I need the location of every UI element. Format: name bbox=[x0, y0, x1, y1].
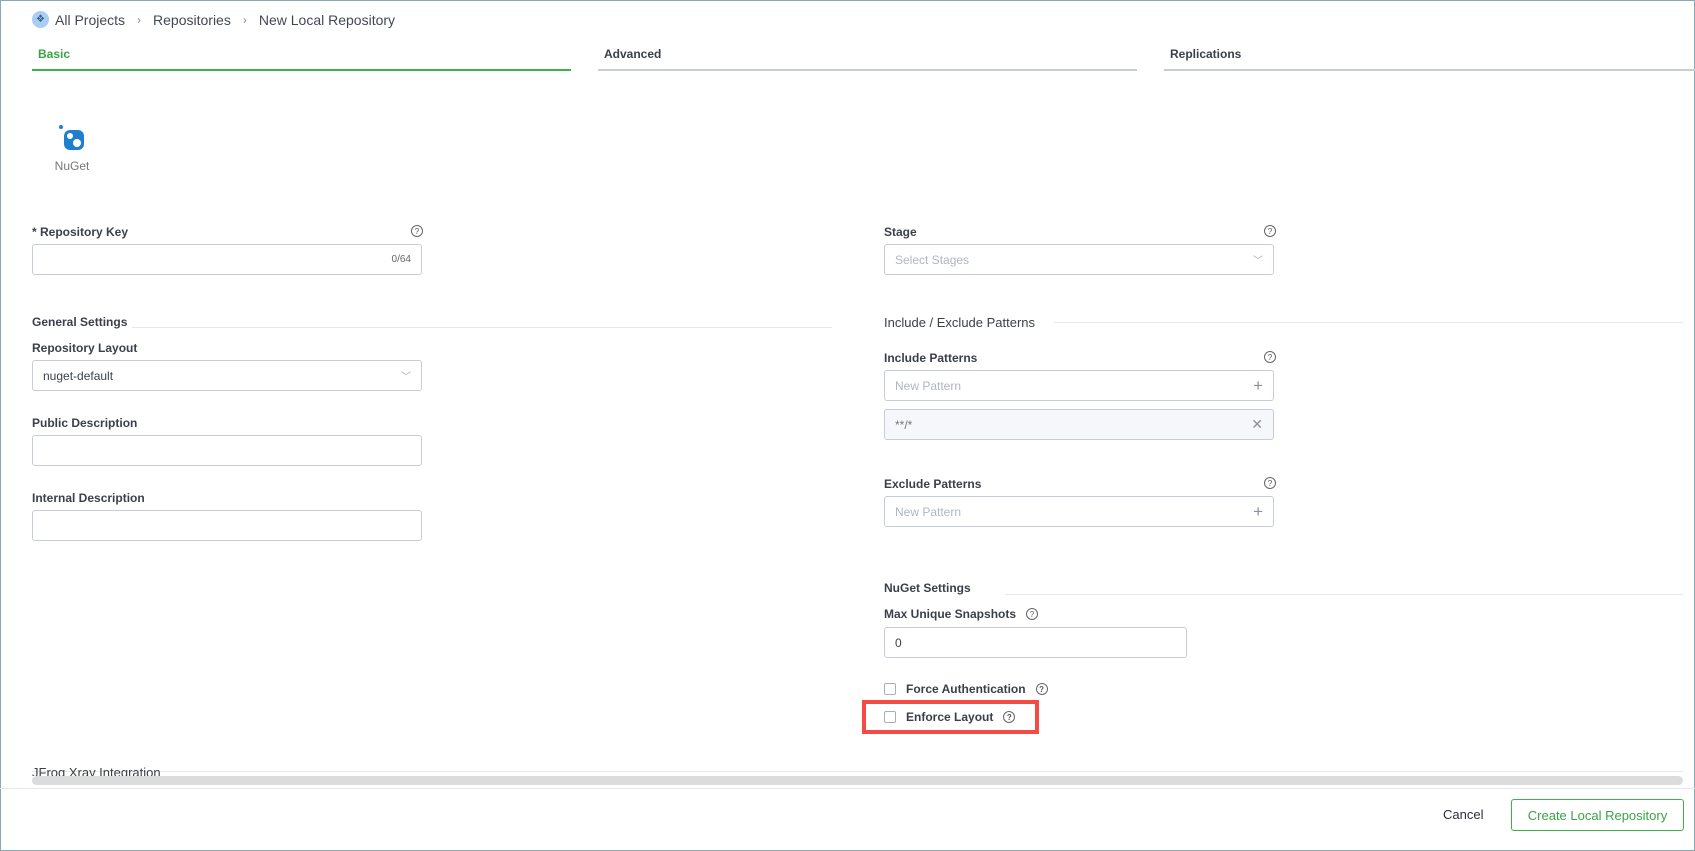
tab-replications[interactable]: Replications bbox=[1164, 47, 1695, 71]
tab-advanced[interactable]: Advanced bbox=[598, 47, 1137, 71]
breadcrumb-current: New Local Repository bbox=[258, 11, 396, 28]
plus-icon[interactable]: + bbox=[1253, 501, 1263, 521]
tab-label: Advanced bbox=[604, 47, 662, 61]
internal-description-label: Internal Description bbox=[32, 491, 145, 505]
divider bbox=[32, 771, 1683, 772]
enforce-layout-label[interactable]: Enforce Layout bbox=[906, 710, 994, 724]
exclude-patterns-label: Exclude Patterns bbox=[884, 477, 982, 491]
nuget-settings-heading: NuGet Settings bbox=[884, 581, 971, 595]
xray-heading: JFrog Xray Integration bbox=[32, 765, 161, 776]
divider bbox=[132, 327, 832, 328]
public-description-input[interactable] bbox=[32, 435, 422, 466]
breadcrumb: ❖ All Projects › Repositories › New Loca… bbox=[32, 11, 395, 28]
projects-icon: ❖ bbox=[32, 11, 49, 28]
force-authentication-row: Force Authentication ? bbox=[884, 682, 1048, 696]
cancel-button[interactable]: Cancel bbox=[1443, 807, 1484, 822]
nuget-icon bbox=[59, 125, 84, 150]
public-description-label: Public Description bbox=[32, 416, 138, 430]
enforce-layout-row: Enforce Layout ? bbox=[884, 710, 1016, 724]
tab-label: Basic bbox=[38, 47, 71, 61]
stage-placeholder: Select Stages bbox=[895, 252, 970, 267]
include-pattern-input[interactable]: New Pattern + bbox=[884, 370, 1274, 401]
help-icon[interactable]: ? bbox=[1035, 683, 1048, 695]
breadcrumb-all-projects[interactable]: All Projects bbox=[55, 11, 126, 28]
include-pattern-item: **/* ✕ bbox=[884, 409, 1274, 440]
repository-key-label: * Repository Key bbox=[32, 225, 129, 239]
package-type: NuGet bbox=[52, 124, 92, 173]
include-patterns-label: Include Patterns bbox=[884, 351, 978, 365]
general-settings-heading: General Settings bbox=[32, 315, 128, 329]
repository-key-input[interactable]: 0/64 bbox=[32, 244, 422, 275]
repository-layout-select[interactable]: nuget-default ﹀ bbox=[32, 360, 422, 391]
max-snapshots-label-row: Max Unique Snapshots ? bbox=[884, 607, 1039, 621]
max-snapshots-value: 0 bbox=[895, 635, 902, 650]
chevron-down-icon: ﹀ bbox=[1253, 256, 1263, 267]
breadcrumb-repositories[interactable]: Repositories bbox=[153, 11, 231, 28]
max-snapshots-input[interactable]: 0 bbox=[884, 627, 1187, 658]
stage-label: Stage bbox=[884, 225, 917, 239]
tab-label: Replications bbox=[1170, 47, 1242, 61]
package-label: NuGet bbox=[54, 159, 90, 173]
help-icon[interactable]: ? bbox=[1003, 711, 1016, 723]
include-pattern-placeholder: New Pattern bbox=[895, 378, 962, 393]
stage-select[interactable]: Select Stages ﹀ bbox=[884, 244, 1274, 275]
help-icon[interactable]: ? bbox=[1264, 477, 1276, 489]
chevron-right-icon: › bbox=[137, 12, 142, 27]
footer-divider bbox=[0, 788, 1695, 789]
chevron-down-icon: ﹀ bbox=[401, 372, 411, 383]
help-icon[interactable]: ? bbox=[1264, 351, 1276, 363]
horizontal-scrollbar[interactable] bbox=[32, 776, 1683, 785]
repository-layout-value: nuget-default bbox=[43, 368, 114, 383]
help-icon[interactable]: ? bbox=[1264, 225, 1276, 237]
pattern-value: **/* bbox=[895, 417, 913, 432]
patterns-heading: Include / Exclude Patterns bbox=[884, 315, 1036, 330]
plus-icon[interactable]: + bbox=[1253, 375, 1263, 395]
exclude-pattern-placeholder: New Pattern bbox=[895, 504, 962, 519]
close-icon[interactable]: ✕ bbox=[1251, 416, 1263, 432]
force-authentication-checkbox[interactable] bbox=[884, 683, 896, 695]
chevron-right-icon: › bbox=[242, 12, 247, 27]
help-icon[interactable]: ? bbox=[1026, 608, 1039, 620]
highlight-box bbox=[862, 700, 1039, 734]
divider bbox=[1005, 594, 1683, 595]
force-authentication-label[interactable]: Force Authentication bbox=[906, 682, 1026, 696]
enforce-layout-checkbox[interactable] bbox=[884, 711, 896, 723]
character-counter: 0/64 bbox=[391, 254, 411, 265]
max-snapshots-label: Max Unique Snapshots bbox=[884, 607, 1017, 621]
tab-basic[interactable]: Basic bbox=[32, 47, 571, 71]
create-local-repository-button[interactable]: Create Local Repository bbox=[1511, 799, 1684, 831]
help-icon[interactable]: ? bbox=[411, 225, 423, 237]
exclude-pattern-input[interactable]: New Pattern + bbox=[884, 496, 1274, 527]
divider bbox=[1054, 322, 1683, 323]
internal-description-input[interactable] bbox=[32, 510, 422, 541]
repository-layout-label: Repository Layout bbox=[32, 341, 138, 355]
